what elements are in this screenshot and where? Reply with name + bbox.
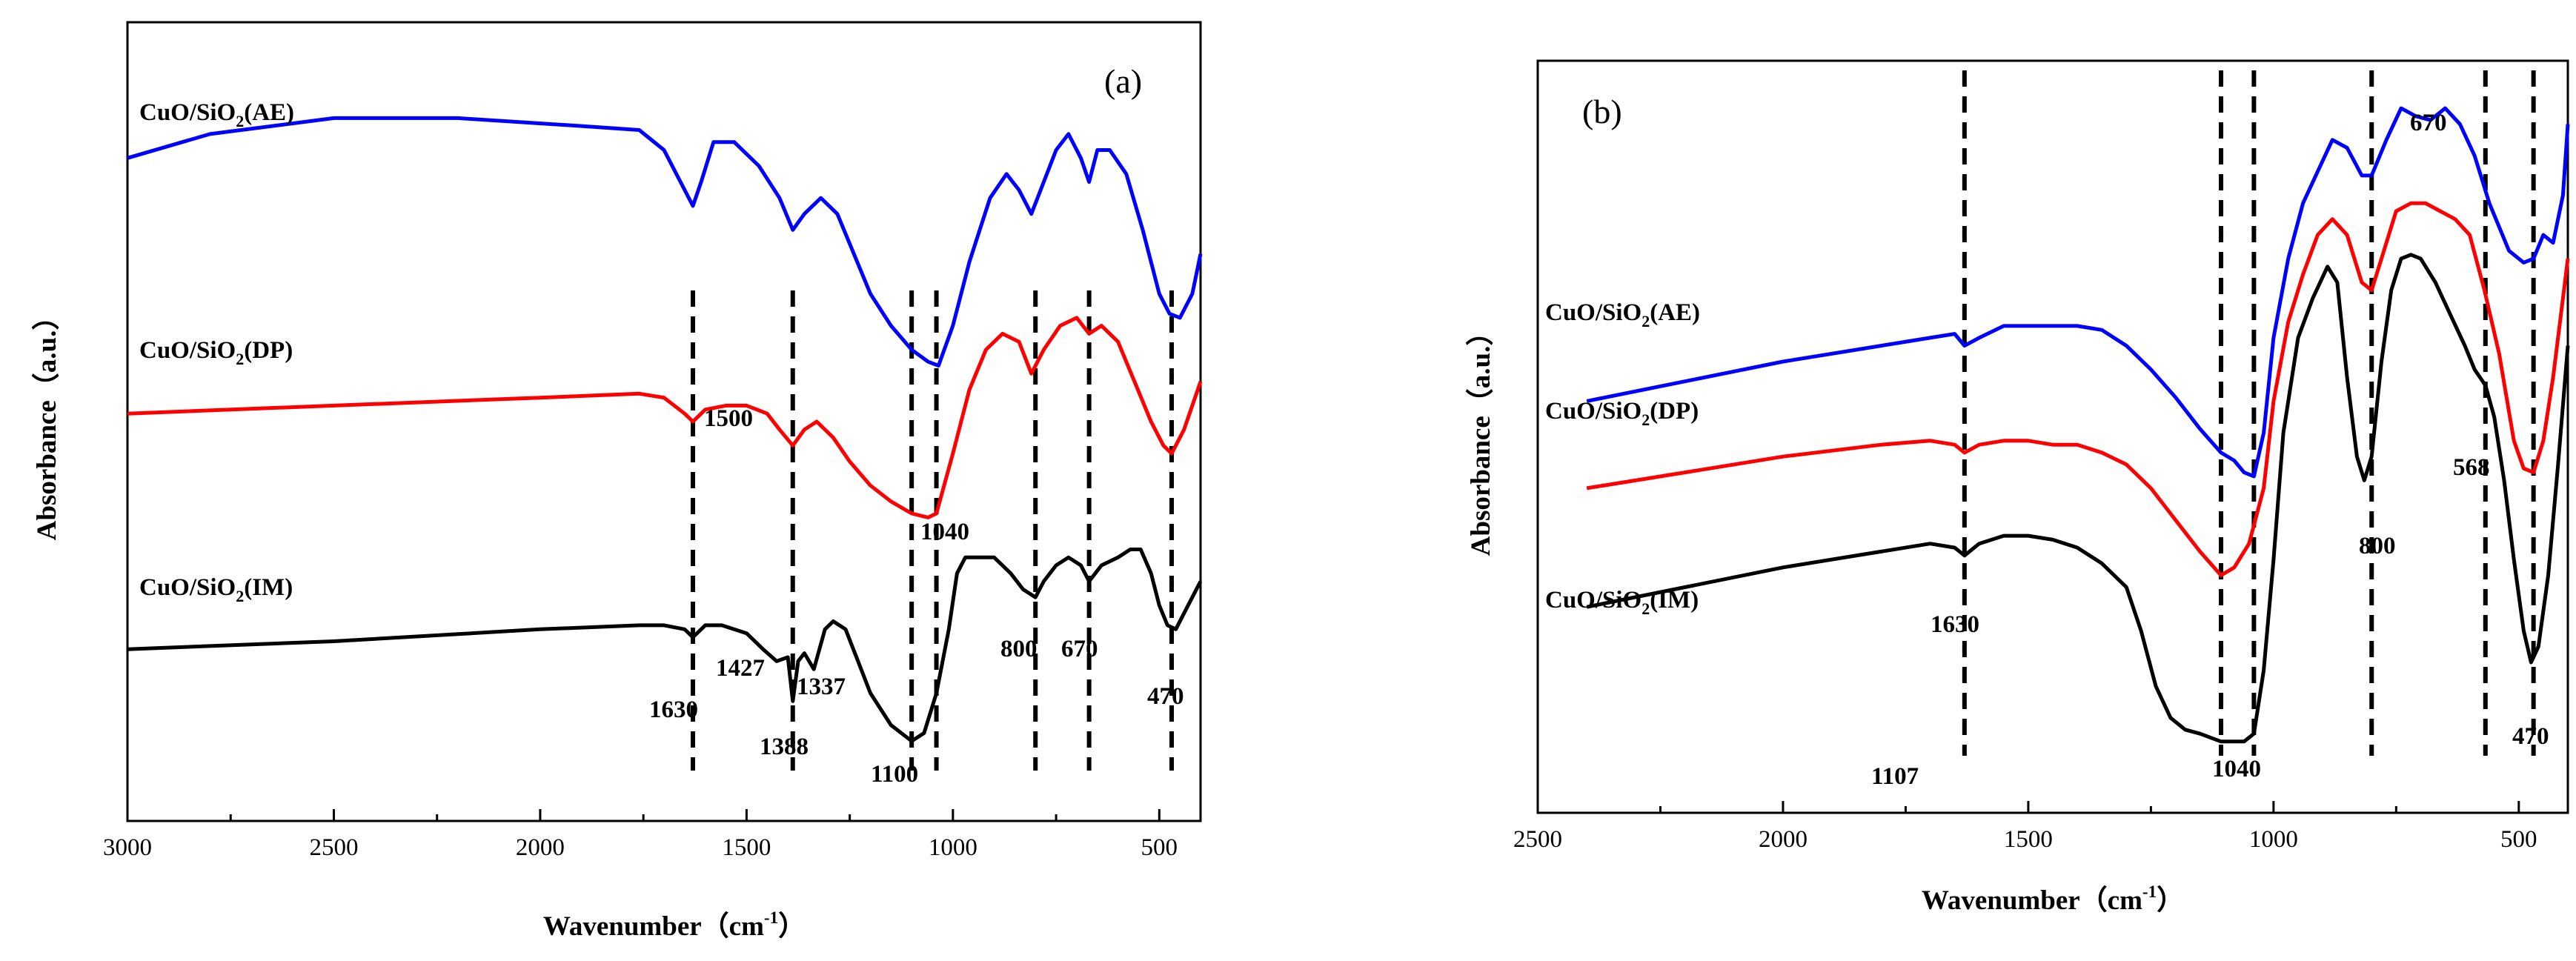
panel-a-x-tick-label-2500: 2500 — [309, 834, 358, 861]
panel-b-peak-568: 568 — [2453, 454, 2490, 481]
panel-a-peak-1100: 1100 — [871, 761, 918, 788]
panel-a-x-tick-label-2000: 2000 — [516, 834, 565, 861]
panel-a-x-tick-label-1500: 1500 — [722, 834, 771, 861]
panel-a-plot-frame — [126, 21, 1202, 822]
panel-b-label: (b) — [1582, 93, 1622, 130]
panel-b-x-tick-label-1000: 1000 — [2249, 826, 2298, 853]
panel-a-peak-1388: 1388 — [760, 734, 809, 760]
panel-a-label: (a) — [1104, 62, 1142, 100]
panel-b-x-tick-label-2500: 2500 — [1513, 826, 1562, 853]
panel-b-series-label-ae: CuO/SiO2(AE) — [1545, 299, 1700, 330]
panel-b-series-line-dp — [1586, 201, 2570, 577]
panel-a-x-tick-label-500: 500 — [1141, 834, 1178, 861]
panel-b-x-tick-label-1500: 1500 — [2004, 826, 2053, 853]
panel-a-peak-1630: 1630 — [649, 696, 698, 723]
panel-b-x-axis-title: Wavenumber（cm-1） — [1922, 882, 2184, 916]
panel-a-series-line-im — [127, 548, 1203, 743]
panel-b-peak-1630: 1630 — [1931, 611, 1979, 638]
panel-a-series-label-im: CuO/SiO2(IM) — [139, 574, 293, 605]
panel-b-peak-670: 670 — [2410, 110, 2447, 136]
panel-a-peak-470: 470 — [1147, 683, 1184, 710]
panel-b-x-tick-label-2000: 2000 — [1759, 826, 1807, 853]
panel-a-x-axis-title: Wavenumber（cm-1） — [543, 908, 806, 942]
panel-b-plot-frame — [1536, 59, 2569, 814]
panel-a-x-tick-label-3000: 3000 — [103, 834, 152, 861]
panel-a-peak-800: 800 — [1000, 636, 1038, 662]
panel-b-peak-470: 470 — [2512, 723, 2549, 750]
panel-b-series-label-dp: CuO/SiO2(DP) — [1545, 398, 1699, 429]
panel-a-peak-1427: 1427 — [716, 655, 765, 682]
panel-b-y-axis-title: Absorbance（a.u.） — [1465, 319, 1496, 556]
panel-a-x-tick-label-1000: 1000 — [929, 834, 977, 861]
panel-b-series-line-ae — [1586, 106, 2570, 479]
panel-a-series-line-ae — [127, 116, 1203, 368]
panel-a-series-label-ae: CuO/SiO2(AE) — [139, 99, 294, 130]
panel-a-series-label-dp: CuO/SiO2(DP) — [139, 337, 293, 368]
panel-b-series-line-im — [1586, 253, 2570, 744]
panel-b-peak-800: 800 — [2359, 533, 2396, 559]
panel-b-peak-1040: 1040 — [2212, 756, 2261, 782]
panel-b-chart: 2500 2000 1500 1000 500 (b) CuO/SiO2(AE) CuO… — [1465, 59, 2570, 916]
panel-a-y-axis-title: Absorbance（a.u.） — [31, 303, 62, 541]
panel-a-chart: 3000 2500 2000 1500 1000 500 (a) CuO/SiO2(AE)… — [31, 21, 1203, 942]
panel-a-peak-1040: 1040 — [920, 519, 969, 545]
panel-b-peak-1107: 1107 — [1871, 763, 1919, 790]
panel-a-peak-1337: 1337 — [797, 674, 846, 700]
panel-a-peak-670: 670 — [1061, 636, 1098, 662]
panel-b-x-tick-label-500: 500 — [2500, 826, 2537, 853]
panel-a-series-line-dp — [127, 316, 1203, 519]
panel-a-peak-1500: 1500 — [704, 405, 753, 432]
panel-b-series-label-im: CuO/SiO2(IM) — [1545, 587, 1699, 618]
